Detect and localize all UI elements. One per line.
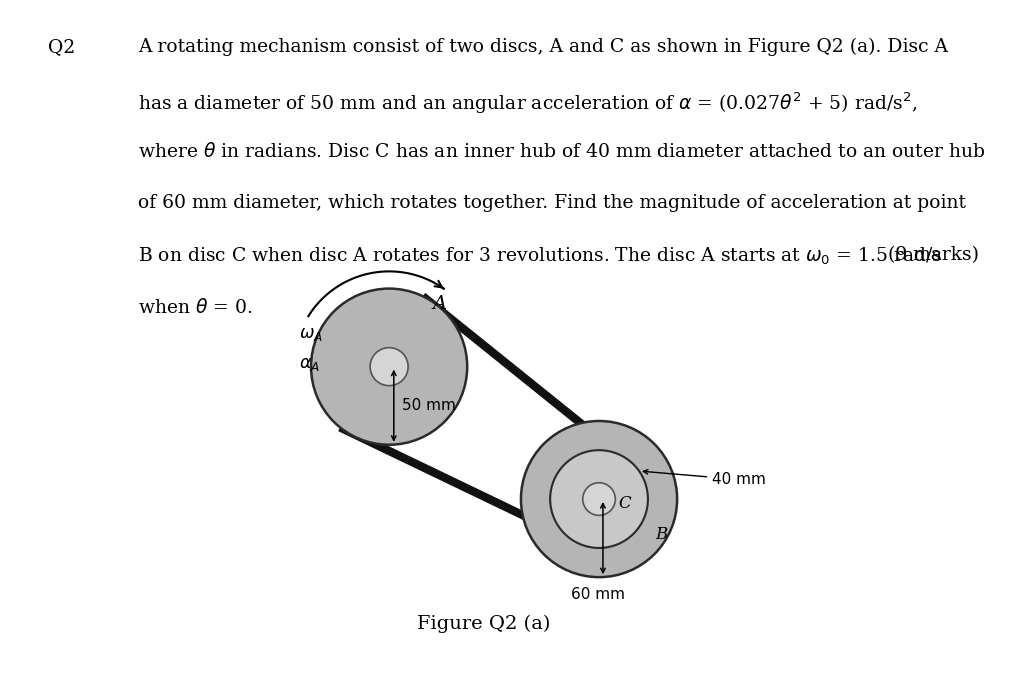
Circle shape — [521, 421, 677, 577]
Circle shape — [311, 289, 467, 445]
Text: $\omega_A$: $\omega_A$ — [299, 325, 324, 343]
Text: $\alpha_A$: $\alpha_A$ — [299, 354, 321, 373]
Text: 50 mm: 50 mm — [401, 398, 456, 414]
Text: B: B — [655, 526, 668, 543]
Text: 40 mm: 40 mm — [643, 470, 766, 487]
Text: B on disc C when disc A rotates for 3 revolutions. The disc A starts at $\omega_: B on disc C when disc A rotates for 3 re… — [138, 246, 942, 268]
Text: 60 mm: 60 mm — [571, 587, 625, 602]
Circle shape — [370, 348, 409, 386]
Text: Figure Q2 (a): Figure Q2 (a) — [418, 615, 551, 634]
Text: has a diameter of 50 mm and an angular acceleration of $\alpha$ = (0.027$\theta^: has a diameter of 50 mm and an angular a… — [138, 90, 918, 115]
Text: when $\theta$ = 0.: when $\theta$ = 0. — [138, 298, 252, 317]
Text: where $\theta$ in radians. Disc C has an inner hub of 40 mm diameter attached to: where $\theta$ in radians. Disc C has an… — [138, 142, 986, 161]
Circle shape — [550, 450, 648, 548]
Text: A rotating mechanism consist of two discs, A and C as shown in Figure Q2 (a). Di: A rotating mechanism consist of two disc… — [138, 38, 948, 56]
Text: A: A — [432, 295, 446, 313]
Text: Q2: Q2 — [48, 38, 75, 56]
Text: (9 marks): (9 marks) — [888, 246, 979, 264]
Text: of 60 mm diameter, which rotates together. Find the magnitude of acceleration at: of 60 mm diameter, which rotates togethe… — [138, 194, 966, 212]
Text: C: C — [618, 496, 632, 513]
Circle shape — [583, 483, 615, 515]
